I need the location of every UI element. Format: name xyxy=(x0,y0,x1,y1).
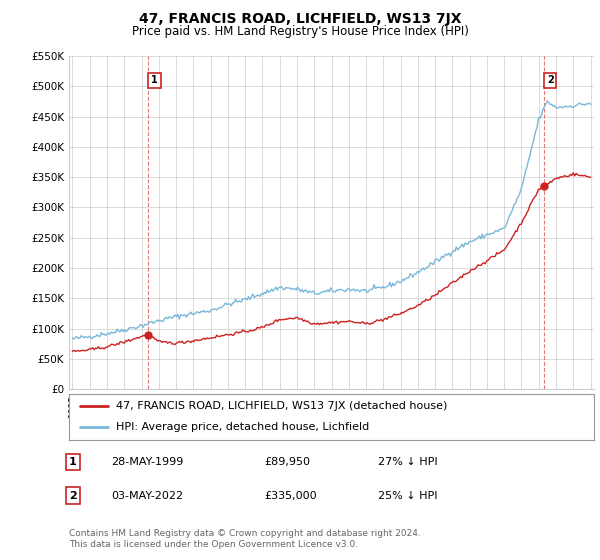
Text: 2: 2 xyxy=(547,75,554,85)
Text: 03-MAY-2022: 03-MAY-2022 xyxy=(111,491,183,501)
Text: HPI: Average price, detached house, Lichfield: HPI: Average price, detached house, Lich… xyxy=(116,422,370,432)
Text: 1: 1 xyxy=(69,457,77,467)
Text: 1: 1 xyxy=(151,75,158,85)
Text: 47, FRANCIS ROAD, LICHFIELD, WS13 7JX (detached house): 47, FRANCIS ROAD, LICHFIELD, WS13 7JX (d… xyxy=(116,401,448,411)
Text: 25% ↓ HPI: 25% ↓ HPI xyxy=(378,491,437,501)
Text: 47, FRANCIS ROAD, LICHFIELD, WS13 7JX: 47, FRANCIS ROAD, LICHFIELD, WS13 7JX xyxy=(139,12,461,26)
Text: £335,000: £335,000 xyxy=(264,491,317,501)
Text: 27% ↓ HPI: 27% ↓ HPI xyxy=(378,457,437,467)
Text: Price paid vs. HM Land Registry's House Price Index (HPI): Price paid vs. HM Land Registry's House … xyxy=(131,25,469,38)
Text: Contains HM Land Registry data © Crown copyright and database right 2024.
This d: Contains HM Land Registry data © Crown c… xyxy=(69,529,421,549)
Text: £89,950: £89,950 xyxy=(264,457,310,467)
Text: 28-MAY-1999: 28-MAY-1999 xyxy=(111,457,184,467)
Text: 2: 2 xyxy=(69,491,77,501)
